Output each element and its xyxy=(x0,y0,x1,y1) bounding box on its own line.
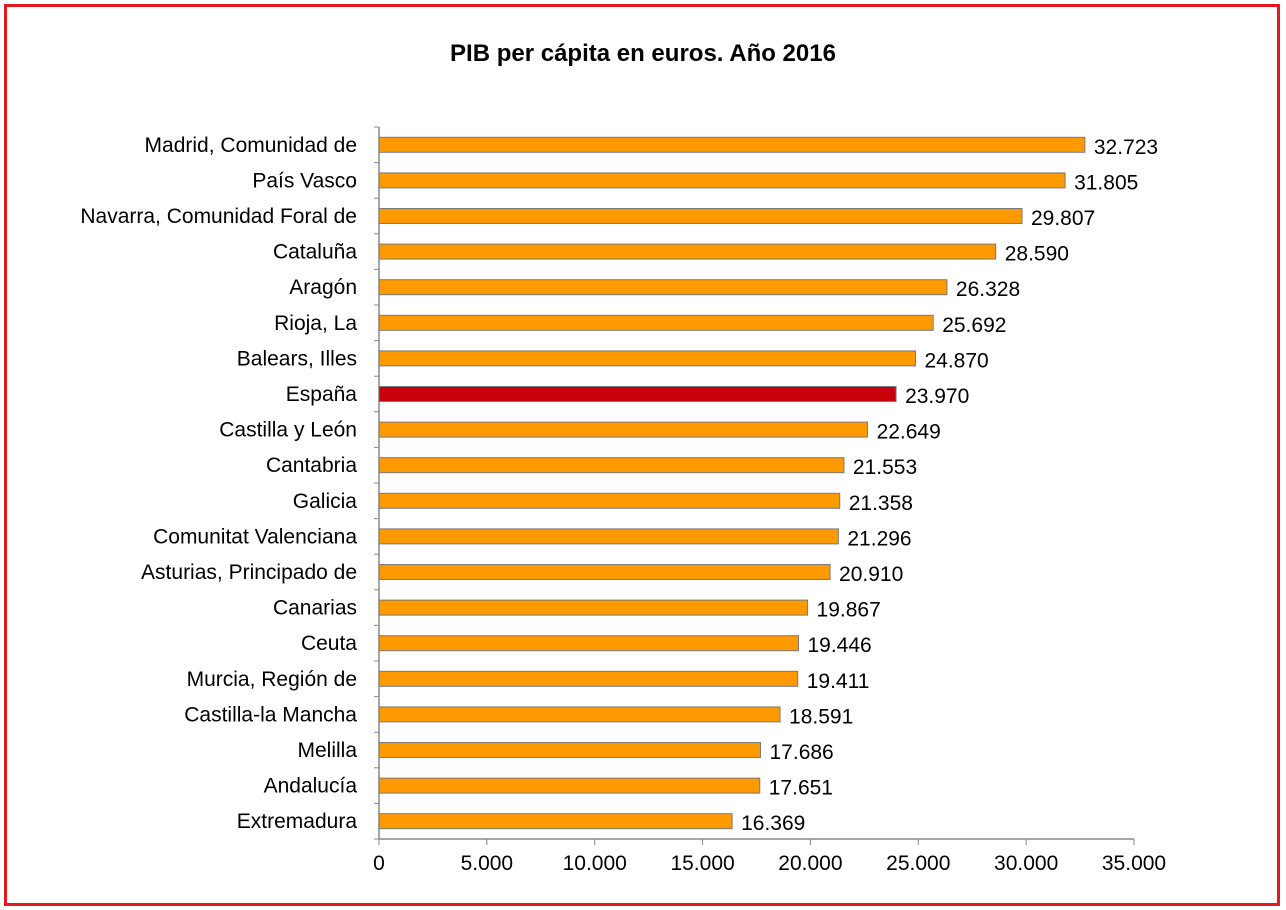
x-tick-label: 20.000 xyxy=(778,852,842,875)
category-label: España xyxy=(286,383,358,406)
chart-title: PIB per cápita en euros. Año 2016 xyxy=(450,40,836,67)
bar xyxy=(378,492,841,509)
category-label: Melilla xyxy=(297,739,357,762)
category-label: Cataluña xyxy=(273,241,357,264)
x-tick-label: 10.000 xyxy=(563,852,627,875)
data-label: 20.910 xyxy=(839,563,903,586)
bar xyxy=(378,457,845,474)
data-label: 16.369 xyxy=(741,812,805,835)
bar xyxy=(378,706,781,723)
bar xyxy=(378,635,799,652)
data-label: 31.805 xyxy=(1074,171,1138,194)
bar xyxy=(378,279,948,296)
bar xyxy=(378,564,831,580)
x-tick-label: 5.000 xyxy=(461,852,514,875)
data-label: 18.591 xyxy=(789,705,853,728)
category-label: Murcia, Región de xyxy=(187,668,357,691)
x-tick-label: 15.000 xyxy=(670,852,734,875)
category-label: Canarias xyxy=(273,597,357,620)
category-label: Extremadura xyxy=(237,810,358,833)
data-label: 24.870 xyxy=(924,349,988,372)
data-label: 23.970 xyxy=(905,385,969,408)
bar xyxy=(378,742,762,758)
category-label: Castilla-la Mancha xyxy=(184,703,357,726)
category-label: Ceuta xyxy=(301,632,357,655)
category-label: País Vasco xyxy=(252,169,357,192)
bar xyxy=(378,386,897,402)
bar xyxy=(378,208,1023,224)
data-label: 19.411 xyxy=(807,670,870,693)
data-label: 22.649 xyxy=(877,421,941,444)
category-label: Asturias, Principado de xyxy=(141,561,357,584)
category-label: Balears, Illes xyxy=(237,347,357,370)
x-tick-label: 0 xyxy=(373,852,385,875)
data-label: 17.686 xyxy=(770,741,834,764)
data-label: 21.296 xyxy=(847,527,911,550)
bar xyxy=(378,599,809,616)
bar xyxy=(378,314,934,331)
chart-frame xyxy=(4,4,1280,906)
bar xyxy=(378,350,916,367)
x-tick-label: 35.000 xyxy=(1102,852,1166,875)
category-label: Rioja, La xyxy=(274,312,357,335)
category-label: Andalucía xyxy=(264,775,358,798)
data-label: 26.328 xyxy=(956,278,1020,301)
data-label: 21.358 xyxy=(849,492,913,515)
bar xyxy=(378,813,733,830)
bar xyxy=(378,670,799,687)
bar xyxy=(378,421,869,438)
data-label: 32.723 xyxy=(1094,136,1158,159)
x-tick-label: 30.000 xyxy=(994,852,1058,875)
bar xyxy=(378,528,839,545)
bar xyxy=(378,243,997,260)
data-label: 28.590 xyxy=(1005,243,1069,266)
category-label: Madrid, Comunidad de xyxy=(145,134,357,157)
data-label: 19.446 xyxy=(807,634,871,657)
data-label: 25.692 xyxy=(942,314,1006,337)
data-label: 21.553 xyxy=(853,456,917,479)
data-label: 17.651 xyxy=(769,777,833,800)
category-label: Navarra, Comunidad Foral de xyxy=(80,205,357,228)
category-label: Comunitat Valenciana xyxy=(153,525,357,548)
bar xyxy=(378,172,1066,189)
category-label: Aragón xyxy=(289,276,357,299)
category-label: Cantabria xyxy=(266,454,357,477)
category-label: Castilla y León xyxy=(219,419,357,442)
data-label: 19.867 xyxy=(817,599,881,622)
bar xyxy=(378,777,761,794)
x-tick-label: 25.000 xyxy=(886,852,950,875)
category-label: Galicia xyxy=(293,490,358,513)
bar xyxy=(378,136,1086,153)
data-label: 29.807 xyxy=(1031,207,1095,230)
